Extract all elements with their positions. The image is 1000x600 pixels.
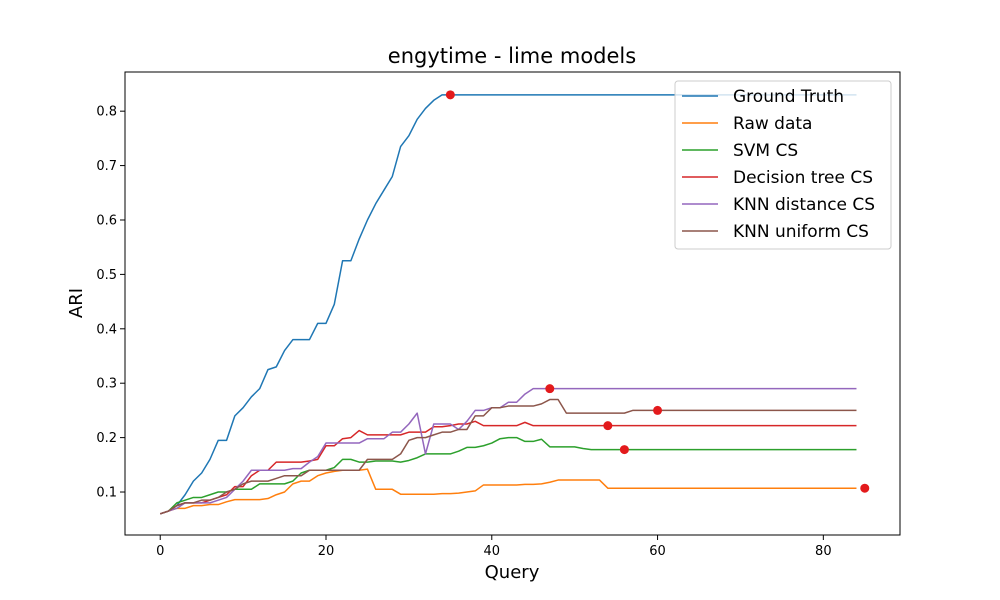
best-point-marker-svm-cs [619, 445, 629, 455]
y-tick-label: 0.6 [96, 213, 117, 228]
series-line-decision-tree-cs [159, 420, 857, 515]
plot-area [124, 71, 901, 536]
y-tick-label: 0.4 [96, 322, 117, 337]
legend: Ground Truth Raw data SVM CS Decision tree … [674, 80, 892, 250]
plot-frame [124, 71, 901, 536]
y-tick-label: 0.1 [96, 486, 117, 501]
x-tick-label: 20 [318, 544, 335, 559]
x-tick-label: 60 [649, 544, 666, 559]
marker-layer [445, 90, 870, 493]
x-axis: 0 20 40 60 80 [156, 535, 832, 559]
best-point-marker-raw-data [860, 483, 870, 493]
y-axis: 0.1 0.2 0.3 0.4 0.5 0.6 0.7 0.8 [96, 105, 125, 501]
legend-label-svm-cs: SVM CS [733, 141, 798, 161]
x-axis-label: Query [485, 562, 540, 583]
legend-label-decision-tree-cs: Decision tree CS [733, 168, 873, 188]
legend-box [674, 80, 892, 250]
x-tick-label: 80 [815, 544, 832, 559]
x-tick-label: 0 [156, 544, 164, 559]
best-point-marker-decision-tree-cs [603, 421, 613, 431]
series-line-knn-distance-cs [159, 387, 857, 515]
y-tick-label: 0.2 [96, 431, 117, 446]
series-line-knn-uniform-cs [159, 398, 857, 515]
legend-label-knn-distance-cs: KNN distance CS [733, 195, 875, 215]
y-tick-label: 0.5 [96, 268, 117, 283]
best-point-marker-knn-uniform-cs [653, 405, 663, 415]
chart-title: engytime - lime models [388, 44, 636, 68]
series-line-raw-data [159, 468, 857, 515]
series-line-ground-truth [159, 94, 857, 515]
legend-label-knn-uniform-cs: KNN uniform CS [733, 222, 869, 242]
y-axis-label: ARI [66, 288, 87, 318]
y-tick-label: 0.7 [96, 159, 117, 174]
legend-items: Ground Truth Raw data SVM CS Decision tree … [682, 87, 875, 242]
best-point-marker-ground-truth [445, 90, 455, 100]
y-tick-label: 0.3 [96, 377, 117, 392]
x-tick-label: 40 [484, 544, 501, 559]
best-point-marker-knn-distance-cs [545, 384, 555, 394]
series-layer [159, 94, 857, 515]
y-tick-label: 0.8 [96, 105, 117, 120]
legend-label-ground-truth: Ground Truth [733, 87, 844, 107]
legend-label-raw-data: Raw data [733, 114, 812, 134]
